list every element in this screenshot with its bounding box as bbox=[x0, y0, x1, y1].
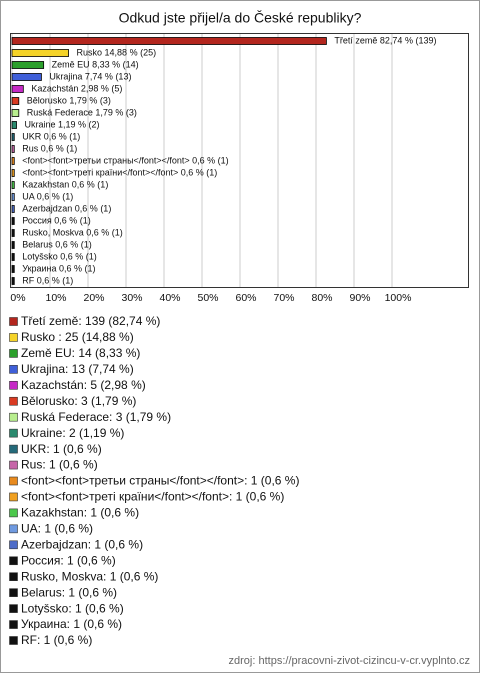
legend-label: Belarus: 1 (0,6 %) bbox=[21, 585, 117, 599]
bar-label: Kazakhstan 0,6 % (1) bbox=[22, 179, 108, 189]
bar-label: Třetí země 82,74 % (139) bbox=[334, 35, 436, 45]
bar-label: Rus 0,6 % (1) bbox=[22, 143, 77, 153]
legend-label: Ukrajina: 13 (7,74 %) bbox=[21, 362, 134, 376]
legend-swatch bbox=[9, 460, 18, 470]
legend-label: <font><font>третьи страны</font></font>:… bbox=[21, 474, 299, 488]
legend-label: <font><font>треті країни</font></font>: … bbox=[21, 490, 284, 504]
bar-label: Azerbajdzan 0,6 % (1) bbox=[22, 203, 111, 213]
x-tick-label: 40% bbox=[159, 292, 180, 304]
x-tick-label: 30% bbox=[121, 292, 142, 304]
legend-label: Россия: 1 (0,6 %) bbox=[21, 553, 116, 567]
bar bbox=[11, 241, 15, 249]
bar bbox=[11, 193, 15, 201]
legend-label: Lotyšsko: 1 (0,6 %) bbox=[21, 601, 124, 615]
legend-swatch bbox=[9, 540, 18, 550]
bar bbox=[11, 277, 15, 285]
bar-label: Rusko 14,88 % (25) bbox=[77, 47, 157, 57]
bar-label: UKR 0,6 % (1) bbox=[22, 131, 80, 141]
bar-label: Země EU 8,33 % (14) bbox=[52, 59, 139, 69]
legend-swatch bbox=[9, 508, 18, 518]
bar bbox=[11, 229, 15, 237]
bar bbox=[11, 109, 20, 117]
bar-label: Rusko, Moskva 0,6 % (1) bbox=[22, 227, 123, 237]
x-tick-label: 70% bbox=[273, 292, 294, 304]
bar-label: Россия 0,6 % (1) bbox=[22, 215, 91, 225]
legend-label: Kazachstán: 5 (2,98 %) bbox=[21, 378, 146, 392]
source: zdroj: https://pracovni-zivot-cizincu-v-… bbox=[229, 655, 470, 667]
bar-label: Ukraine 1,19 % (2) bbox=[25, 119, 100, 129]
legend-swatch bbox=[9, 556, 18, 566]
legend-label: UA: 1 (0,6 %) bbox=[21, 522, 93, 536]
bar bbox=[11, 133, 15, 141]
bar bbox=[11, 97, 20, 105]
bar bbox=[11, 145, 15, 153]
bar bbox=[11, 253, 15, 261]
bar-label: Lotyšsko 0,6 % (1) bbox=[22, 251, 97, 261]
bar-label: RF 0,6 % (1) bbox=[22, 275, 73, 285]
legend-swatch bbox=[9, 604, 18, 613]
bar bbox=[11, 217, 15, 225]
legend-label: Ukraine: 2 (1,19 %) bbox=[21, 426, 124, 440]
bar-label: Ukrajina 7,74 % (13) bbox=[49, 71, 131, 81]
bar bbox=[11, 61, 45, 69]
bar bbox=[11, 205, 15, 213]
bar bbox=[11, 181, 15, 189]
bar-label: Belarus 0,6 % (1) bbox=[22, 239, 92, 249]
legend-swatch bbox=[9, 396, 18, 406]
legend-label: Rus: 1 (0,6 %) bbox=[21, 458, 98, 472]
bar bbox=[11, 73, 42, 81]
x-tick-label: 50% bbox=[197, 292, 218, 304]
bar-label: Kazachstán 2,98 % (5) bbox=[31, 83, 122, 93]
legend-label: Ruská Federace: 3 (1,79 %) bbox=[21, 410, 171, 424]
bar-label: Ruská Federace 1,79 % (3) bbox=[27, 107, 137, 117]
legend-label: Украина: 1 (0,6 %) bbox=[21, 617, 122, 631]
legend-swatch bbox=[9, 492, 18, 502]
legend-swatch bbox=[9, 428, 18, 438]
legend-swatch bbox=[9, 476, 18, 486]
legend-swatch bbox=[9, 636, 18, 645]
bar bbox=[11, 169, 15, 177]
bar bbox=[11, 49, 69, 57]
legend-swatch bbox=[9, 349, 18, 358]
legend-label: Bělorusko: 3 (1,79 %) bbox=[21, 394, 136, 408]
x-tick-label: 0% bbox=[10, 292, 25, 304]
legend-swatch bbox=[9, 365, 18, 374]
legend-swatch bbox=[9, 333, 18, 342]
legend-swatch bbox=[9, 588, 18, 597]
legend-label: Rusko : 25 (14,88 %) bbox=[21, 330, 134, 344]
legend-label: Kazakhstan: 1 (0,6 %) bbox=[21, 506, 139, 520]
legend-swatch bbox=[9, 572, 18, 582]
legend-swatch bbox=[9, 317, 18, 326]
legend-label: Třetí země: 139 (82,74 %) bbox=[21, 314, 160, 328]
chart-title: Odkud jste přijel/a do České republiky? bbox=[119, 10, 362, 26]
legend-swatch bbox=[9, 524, 18, 534]
legend-label: UKR: 1 (0,6 %) bbox=[21, 442, 102, 456]
x-tick-label: 60% bbox=[235, 292, 256, 304]
bar-label: <font><font>треті країни</font></font> 0… bbox=[22, 167, 217, 177]
legend-label: Země EU: 14 (8,33 %) bbox=[21, 346, 140, 360]
legend-swatch bbox=[9, 412, 18, 422]
bar-label: UA 0,6 % (1) bbox=[22, 191, 73, 201]
legend-label: Rusko, Moskva: 1 (0,6 %) bbox=[21, 569, 158, 583]
bar bbox=[11, 85, 24, 93]
bar bbox=[11, 37, 327, 45]
x-tick-label: 80% bbox=[311, 292, 332, 304]
legend-swatch bbox=[9, 620, 18, 629]
x-tick-label: 90% bbox=[349, 292, 370, 304]
plot-area bbox=[10, 33, 469, 288]
legend-swatch bbox=[9, 444, 18, 454]
legend-swatch bbox=[9, 380, 18, 390]
legend-label: RF: 1 (0,6 %) bbox=[21, 633, 92, 647]
bar bbox=[11, 265, 15, 273]
bar-label: <font><font>третьи страны</font></font> … bbox=[22, 155, 228, 165]
legend-label: Azerbajdzan: 1 (0,6 %) bbox=[21, 537, 143, 551]
x-tick-label: 10% bbox=[45, 292, 66, 304]
x-tick-label: 100% bbox=[385, 292, 412, 304]
bar bbox=[11, 157, 15, 165]
bar bbox=[11, 121, 17, 129]
bar-label: Украина 0,6 % (1) bbox=[22, 263, 95, 273]
x-tick-label: 20% bbox=[83, 292, 104, 304]
bar-label: Bělorusko 1,79 % (3) bbox=[27, 95, 111, 105]
